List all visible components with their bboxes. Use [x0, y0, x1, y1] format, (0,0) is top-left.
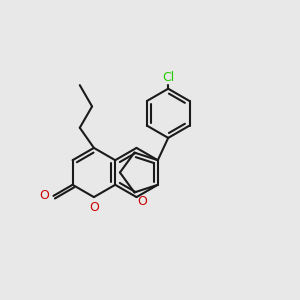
Text: O: O [89, 201, 99, 214]
Text: O: O [137, 195, 147, 208]
Text: Cl: Cl [162, 71, 174, 84]
Text: O: O [39, 189, 49, 203]
